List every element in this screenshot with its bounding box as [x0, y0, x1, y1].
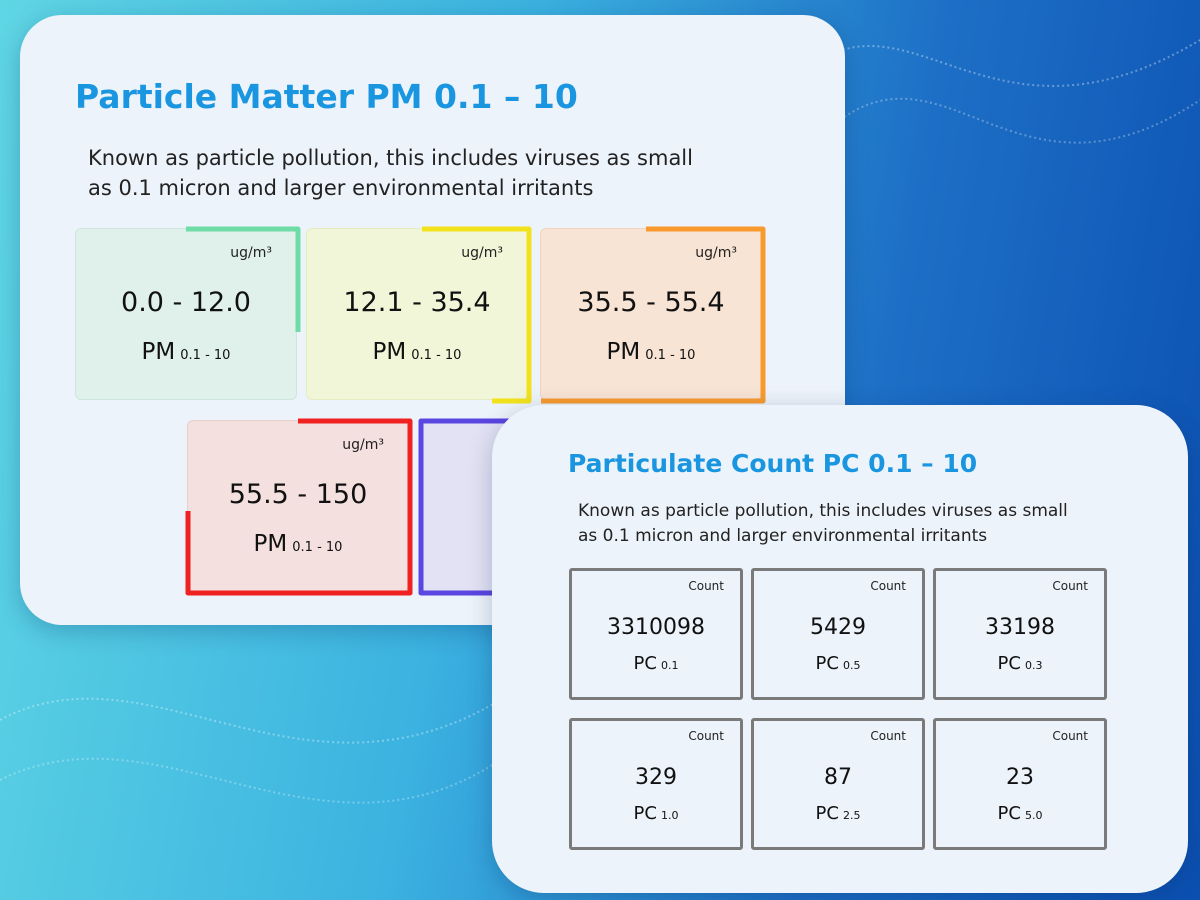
- label: PC 2.5: [754, 803, 922, 824]
- pc-card: Count 329 PC 1.0: [569, 718, 743, 850]
- unit: Count: [870, 579, 906, 593]
- label: PC 1.0: [572, 803, 740, 824]
- unit: Count: [688, 729, 724, 743]
- label: PC 5.0: [936, 803, 1104, 824]
- unit: Count: [870, 729, 906, 743]
- pc-card: Count 23 PC 5.0: [933, 718, 1107, 850]
- description-line: Known as particle pollution, this includ…: [88, 146, 693, 170]
- subscript: 0.1 - 10: [645, 348, 696, 363]
- count-value: 3310098: [607, 615, 705, 640]
- unit: ug/m³: [342, 437, 384, 453]
- subscript: 0.1: [660, 659, 679, 672]
- subscript: 0.5: [842, 659, 861, 672]
- subscript: 5.0: [1024, 809, 1043, 822]
- pc-card: Count 33198 PC 0.3: [933, 568, 1107, 700]
- panel-description: Known as particle pollution, this includ…: [88, 143, 693, 203]
- label: PC 0.5: [754, 653, 922, 674]
- label: PC 0.3: [936, 653, 1104, 674]
- range: 12.1 - 35.4: [343, 287, 491, 318]
- pc-card: Count 5429 PC 0.5: [751, 568, 925, 700]
- count-value: 23: [1006, 765, 1034, 790]
- count-value: 329: [635, 765, 677, 790]
- label: PM 0.1 - 10: [188, 531, 408, 557]
- pm-card: ug/m³ 0.0 - 12.0 PM 0.1 - 10: [75, 226, 301, 400]
- label-text: PM: [372, 339, 407, 365]
- label-text: PC: [997, 803, 1021, 824]
- panel-title: Particulate Count PC 0.1 – 10: [568, 449, 978, 478]
- description-line: Known as particle pollution, this includ…: [578, 501, 1068, 521]
- label: PC 0.1: [572, 653, 740, 674]
- subscript: 0.1 - 10: [292, 540, 343, 555]
- label-text: PC: [997, 653, 1021, 674]
- description-line: as 0.1 micron and larger environmental i…: [88, 176, 594, 200]
- pm-card: ug/m³ 35.5 - 55.4 PM 0.1 - 10: [540, 226, 766, 404]
- label-text: PM: [141, 339, 176, 365]
- unit: ug/m³: [230, 245, 272, 261]
- unit: Count: [1052, 579, 1088, 593]
- pc-panel: Particulate Count PC 0.1 – 10 Known as p…: [492, 405, 1188, 893]
- subscript: 0.1 - 10: [411, 348, 462, 363]
- pc-card: Count 3310098 PC 0.1: [569, 568, 743, 700]
- count-value: 87: [824, 765, 852, 790]
- unit: Count: [688, 579, 724, 593]
- label: PM 0.1 - 10: [541, 339, 761, 365]
- pm-card: ug/m³ 12.1 - 35.4 PM 0.1 - 10: [306, 226, 532, 404]
- label-text: PM: [253, 531, 288, 557]
- label-text: PC: [815, 653, 839, 674]
- subscript: 1.0: [660, 809, 679, 822]
- range: 35.5 - 55.4: [577, 287, 725, 318]
- panel-description: Known as particle pollution, this includ…: [578, 499, 1068, 549]
- label: PM 0.1 - 10: [307, 339, 527, 365]
- range: 0.0 - 12.0: [121, 287, 251, 318]
- label-text: PC: [633, 803, 657, 824]
- label-text: PC: [633, 653, 657, 674]
- range: 55.5 - 150: [228, 479, 368, 510]
- label: PM 0.1 - 10: [76, 339, 296, 365]
- unit: Count: [1052, 729, 1088, 743]
- description-line: as 0.1 micron and larger environmental i…: [578, 526, 988, 546]
- panel-title: Particle Matter PM 0.1 – 10: [75, 77, 578, 116]
- unit: ug/m³: [695, 245, 737, 261]
- count-value: 5429: [810, 615, 866, 640]
- subscript: 0.1 - 10: [180, 348, 231, 363]
- pc-card: Count 87 PC 2.5: [751, 718, 925, 850]
- unit: ug/m³: [461, 245, 503, 261]
- subscript: 2.5: [842, 809, 861, 822]
- subscript: 0.3: [1024, 659, 1043, 672]
- label-text: PC: [815, 803, 839, 824]
- label-text: PM: [606, 339, 641, 365]
- count-value: 33198: [985, 615, 1055, 640]
- pm-card: ug/m³ 55.5 - 150 PM 0.1 - 10: [185, 418, 413, 596]
